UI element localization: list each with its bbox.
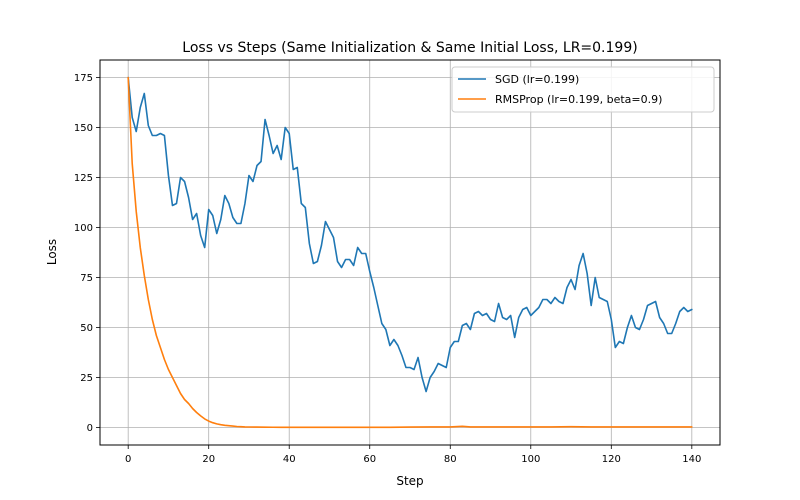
x-tick-label: 20	[202, 454, 215, 465]
x-axis-ticks: 0 20 40 60 80 100 120 140	[125, 445, 701, 465]
y-tick-label: 175	[74, 73, 93, 84]
x-tick-label: 120	[602, 454, 621, 465]
y-tick-label: 125	[74, 173, 93, 184]
legend: SGD (lr=0.199) RMSProp (lr=0.199, beta=0…	[451, 66, 715, 113]
legend-label-rmsprop: RMSProp (lr=0.199, beta=0.9)	[495, 93, 662, 106]
y-axis-ticks: 0 25 50 75 100 125 150 175	[74, 73, 100, 434]
x-tick-label: 100	[521, 454, 540, 465]
x-tick-label: 140	[682, 454, 701, 465]
plot-frame	[99, 59, 721, 446]
y-tick-label: 0	[87, 423, 93, 434]
x-axis-label: Step	[396, 474, 423, 488]
x-tick-label: 40	[283, 454, 296, 465]
series-layer	[127, 76, 693, 429]
y-tick-label: 100	[74, 223, 93, 234]
y-tick-label: 25	[80, 373, 93, 384]
series-line-sgd	[127, 76, 693, 393]
legend-label-sgd: SGD (lr=0.199)	[495, 73, 579, 86]
grid-lines	[100, 60, 720, 445]
x-tick-label: 60	[363, 454, 376, 465]
series-line-rmsprop	[127, 76, 693, 429]
x-tick-label: 0	[125, 454, 131, 465]
y-tick-label: 50	[80, 323, 93, 334]
chart-title: Loss vs Steps (Same Initialization & Sam…	[182, 40, 637, 56]
legend-box	[451, 66, 715, 113]
y-tick-label: 75	[80, 273, 93, 284]
y-tick-label: 150	[74, 123, 93, 134]
x-tick-label: 80	[444, 454, 457, 465]
y-axis-label: Loss	[45, 239, 59, 265]
